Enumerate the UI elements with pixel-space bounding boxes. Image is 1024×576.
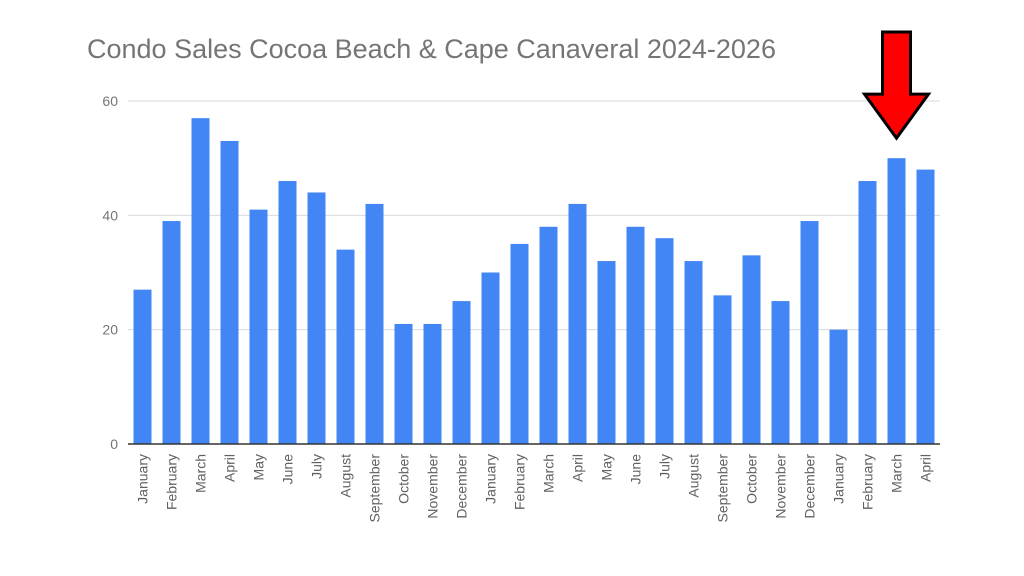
x-tick-label: November	[773, 454, 789, 519]
bar	[452, 301, 471, 444]
x-tick-label: June	[280, 454, 296, 485]
red-arrow-icon	[861, 30, 932, 141]
x-tick-label: December	[802, 454, 818, 519]
x-tick-label: April	[918, 454, 934, 482]
bar	[858, 181, 877, 445]
x-tick-label: February	[512, 454, 528, 510]
bar	[742, 255, 761, 444]
bar	[394, 323, 413, 444]
x-tick-label: September	[715, 454, 731, 523]
bar	[916, 169, 935, 444]
x-tick-label: April	[570, 454, 586, 482]
x-tick-label: July	[657, 454, 673, 479]
bar	[568, 203, 587, 444]
bar	[684, 261, 703, 444]
x-tick-label: March	[193, 454, 209, 493]
annotation-arrow	[861, 30, 932, 141]
bar	[423, 323, 442, 444]
bar	[539, 226, 558, 444]
y-axis-ticks: 0 20 40 60	[102, 93, 118, 452]
bar	[626, 226, 645, 444]
bar	[481, 272, 500, 444]
bar	[336, 249, 355, 444]
bar	[597, 261, 616, 444]
x-tick-label: May	[599, 454, 615, 480]
bar	[307, 192, 326, 444]
bar	[220, 141, 239, 444]
y-tick-label: 40	[102, 207, 118, 223]
bar	[771, 301, 790, 444]
bar	[162, 221, 181, 444]
x-tick-label: March	[889, 454, 905, 493]
x-tick-label: February	[860, 454, 876, 510]
x-tick-label: October	[396, 454, 412, 504]
bar	[249, 209, 268, 444]
x-tick-label: November	[425, 454, 441, 519]
x-tick-label: February	[164, 454, 180, 510]
x-axis-labels: January February March April May June July Augu…	[135, 454, 934, 523]
x-tick-label: August	[338, 454, 354, 498]
x-tick-label: September	[367, 454, 383, 523]
bar	[713, 295, 732, 444]
bar	[887, 158, 906, 444]
x-tick-label: January	[483, 454, 499, 504]
x-tick-label: January	[135, 454, 151, 504]
bar	[191, 118, 210, 445]
bar	[133, 289, 152, 444]
bar	[829, 329, 848, 444]
x-tick-label: August	[686, 454, 702, 498]
bar	[655, 238, 674, 444]
chart-title: Condo Sales Cocoa Beach & Cape Canaveral…	[87, 34, 776, 64]
y-tick-label: 60	[102, 93, 118, 109]
x-tick-label: October	[744, 454, 760, 504]
bar	[510, 243, 529, 444]
bar	[800, 221, 819, 444]
x-tick-label: July	[309, 454, 325, 479]
x-tick-label: January	[831, 454, 847, 504]
bar	[278, 181, 297, 445]
x-tick-label: December	[454, 454, 470, 519]
x-tick-label: April	[222, 454, 238, 482]
bar	[365, 203, 384, 444]
x-tick-label: June	[628, 454, 644, 485]
y-tick-label: 0	[110, 436, 118, 452]
x-tick-label: March	[541, 454, 557, 493]
x-tick-label: May	[251, 454, 267, 480]
bars	[133, 118, 935, 445]
y-tick-label: 20	[102, 322, 118, 338]
